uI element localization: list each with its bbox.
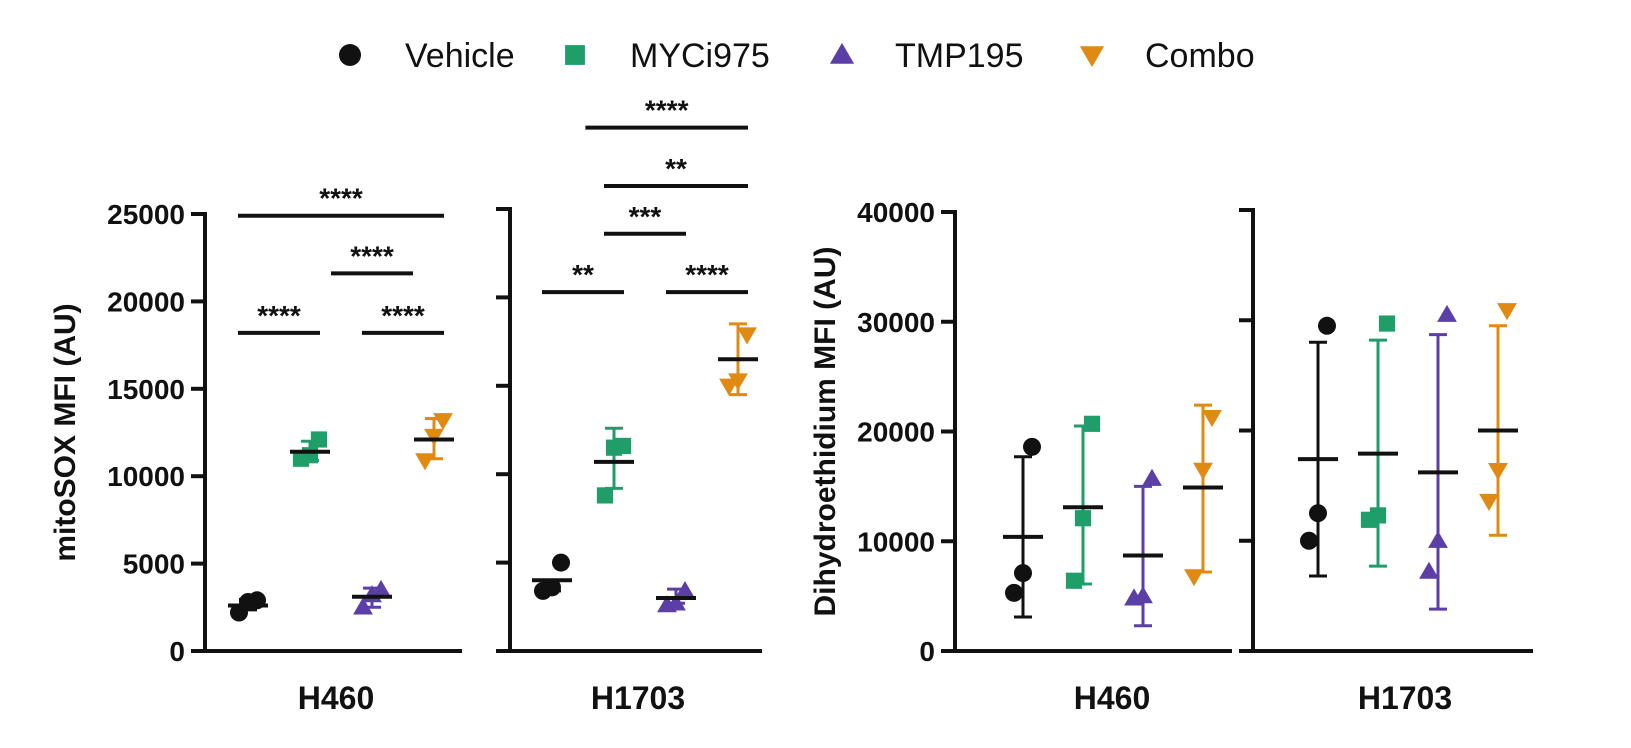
panel-dhe-h460: 0 10000 20000 30000 40000 H460 Dihydroethidium… [809,197,1232,716]
x-category-label: H460 [1074,680,1151,716]
data-point [1479,493,1499,511]
data-point [301,447,319,464]
data-point [614,437,632,455]
data-point [1369,507,1387,524]
data-point [1074,510,1092,527]
x-category-label: H1703 [1358,680,1452,716]
data-point [1497,303,1517,321]
significance-label: **** [381,300,425,331]
legend-label-tmp195: TMP195 [895,37,1024,75]
data-point [1202,410,1222,428]
data-point [666,593,686,611]
group-vehicle [1003,437,1043,619]
group-tmp195 [656,580,696,613]
y-tick-label: 10000 [107,461,185,492]
significance-label: *** [629,201,662,232]
group-myci975 [594,426,634,504]
data-point [424,428,444,446]
data-point [1065,572,1083,589]
y-tick-label: 20000 [857,417,935,448]
significance-label: ** [572,259,594,290]
group-vehicle [228,591,268,622]
data-point [415,453,435,471]
y-axis-label: Dihydroethidium MFI (AU) [809,247,842,617]
panel-dhe-h1703: H1703 [1239,208,1533,716]
data-point [1488,463,1508,481]
panel-mitosox-h460: 0 5000 10000 15000 20000 25000 H460 mitoSOX MFI… [49,183,462,716]
group-combo [1183,403,1223,587]
y-tick-label: 0 [919,636,935,667]
y-tick-label: 10000 [857,526,935,557]
data-point [353,597,373,615]
data-point [310,431,328,448]
significance-label: **** [645,95,689,126]
legend: Vehicle MYCi975 TMP195 Combo [339,37,1255,75]
group-combo [414,413,454,471]
data-point [1378,315,1396,332]
data-point [371,579,391,598]
y-tick-label: 0 [169,636,185,667]
x-category-label: H460 [298,680,375,716]
group-combo [1478,303,1518,537]
panel-mitosox-h1703: H1703*********** **** [496,95,762,716]
data-point [675,580,695,599]
y-tick-label: 40000 [857,197,935,228]
data-point [1318,316,1336,335]
y-tick-label: 15000 [107,374,185,405]
legend-marker-vehicle [339,44,361,66]
x-category-label: H1703 [591,680,685,716]
data-point [728,373,748,391]
data-point [1437,304,1457,322]
group-myci975 [1358,315,1398,568]
group-tmp195 [1418,304,1458,611]
y-tick-label: 30000 [857,307,935,338]
significance-label: **** [685,259,729,290]
group-myci975 [290,431,330,467]
data-point [1309,504,1327,523]
y-axis-label: mitoSOX MFI (AU) [49,303,82,561]
y-tick-label: 5000 [123,549,185,580]
data-point [1193,462,1213,480]
legend-marker-combo [1079,46,1105,68]
legend-label-combo: Combo [1145,37,1255,75]
data-point [543,578,561,597]
data-point [552,553,570,572]
significance-label: **** [350,240,394,271]
legend-label-myci975: MYCi975 [630,37,770,75]
legend-label-vehicle: Vehicle [405,37,515,75]
data-point [1005,583,1023,602]
group-vehicle [1298,316,1338,578]
data-point [1142,468,1162,486]
data-point [737,327,757,345]
data-point [1184,569,1204,587]
data-point [433,413,453,431]
legend-marker-tmp195 [829,42,855,64]
data-point [1300,531,1318,550]
data-point [1133,586,1153,604]
significance-label: **** [319,183,363,214]
significance-label: ** [665,153,687,184]
significance-label: **** [257,300,301,331]
y-tick-label: 25000 [107,199,185,230]
group-combo [718,322,758,397]
data-point [596,487,614,504]
group-tmp195 [1123,468,1163,628]
data-point [1428,530,1448,548]
data-point [1419,561,1439,579]
group-tmp195 [352,579,392,615]
group-vehicle [532,553,572,600]
group-myci975 [1063,415,1103,589]
data-point [1023,437,1041,456]
data-point [1083,415,1101,432]
y-tick-label: 20000 [107,286,185,317]
data-point [1014,564,1032,583]
legend-marker-myci975 [565,45,585,65]
